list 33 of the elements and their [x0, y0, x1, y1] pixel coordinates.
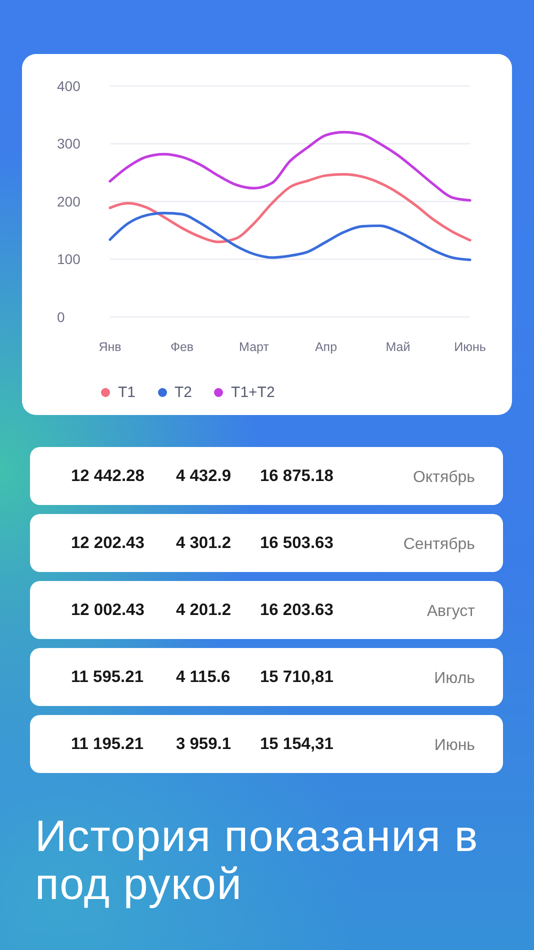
- data-label: 16 203.63: [260, 600, 334, 620]
- y-tick-label: 400: [57, 78, 81, 94]
- data-label: 16 503.63: [260, 533, 334, 553]
- line-series: [108, 212, 472, 262]
- data-label: 4 432.9: [176, 466, 232, 486]
- data-label: 15 710,81: [260, 667, 334, 687]
- x-tick-label: Апр: [314, 340, 338, 354]
- category-label: Октябрь: [412, 468, 475, 488]
- data-label: 16 875.18: [260, 466, 334, 486]
- category-label: Август: [426, 602, 475, 622]
- x-tick-label: Июнь: [454, 340, 486, 354]
- data-label: 15 154,31: [260, 734, 334, 754]
- y-tick-label: 100: [57, 251, 81, 268]
- data-label: 3 959.1: [176, 734, 232, 754]
- x-tick-label: Март: [239, 340, 270, 354]
- data-label: 4 201.2: [176, 600, 232, 620]
- x-tick-label: Май: [386, 340, 410, 354]
- line-series: [108, 130, 472, 202]
- category-label: Июнь: [434, 736, 475, 756]
- category-label: Сентябрь: [403, 535, 475, 555]
- text: История показания в под рукой: [35, 812, 480, 909]
- y-tick-label: 0: [57, 308, 65, 325]
- legend-label: T2: [174, 384, 192, 400]
- y-tick-label: 200: [57, 193, 81, 210]
- legend-label: T1: [118, 384, 136, 400]
- data-label: 4 115.6: [176, 667, 230, 687]
- line-series: [108, 173, 472, 244]
- data-label: 4 301.2: [176, 533, 232, 553]
- x-tick-label: Янв: [98, 340, 122, 354]
- category-label: Июль: [434, 669, 475, 689]
- x-tick-label: Фев: [170, 340, 194, 354]
- y-tick-label: 300: [57, 136, 81, 152]
- legend-label: T1+T2: [231, 384, 275, 400]
